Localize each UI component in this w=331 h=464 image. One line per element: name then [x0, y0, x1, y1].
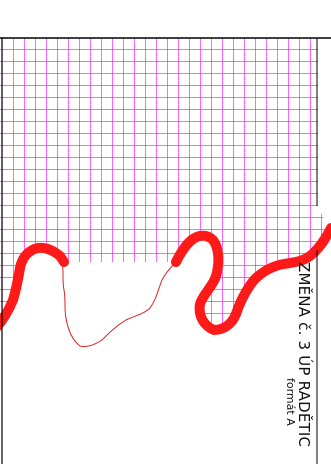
boundary-line-right — [231, 223, 331, 319]
boundary-line-middle — [171, 230, 241, 335]
boundary-line-left — [0, 242, 69, 331]
hatched-area — [0, 38, 331, 334]
boundary-line-thin — [61, 261, 177, 347]
sheet-frame — [0, 37, 331, 464]
map-format-label: formát A — [284, 378, 297, 426]
map-title-label: ZMĚNA č. 3 ÚP RADĚTIC — [295, 262, 313, 448]
